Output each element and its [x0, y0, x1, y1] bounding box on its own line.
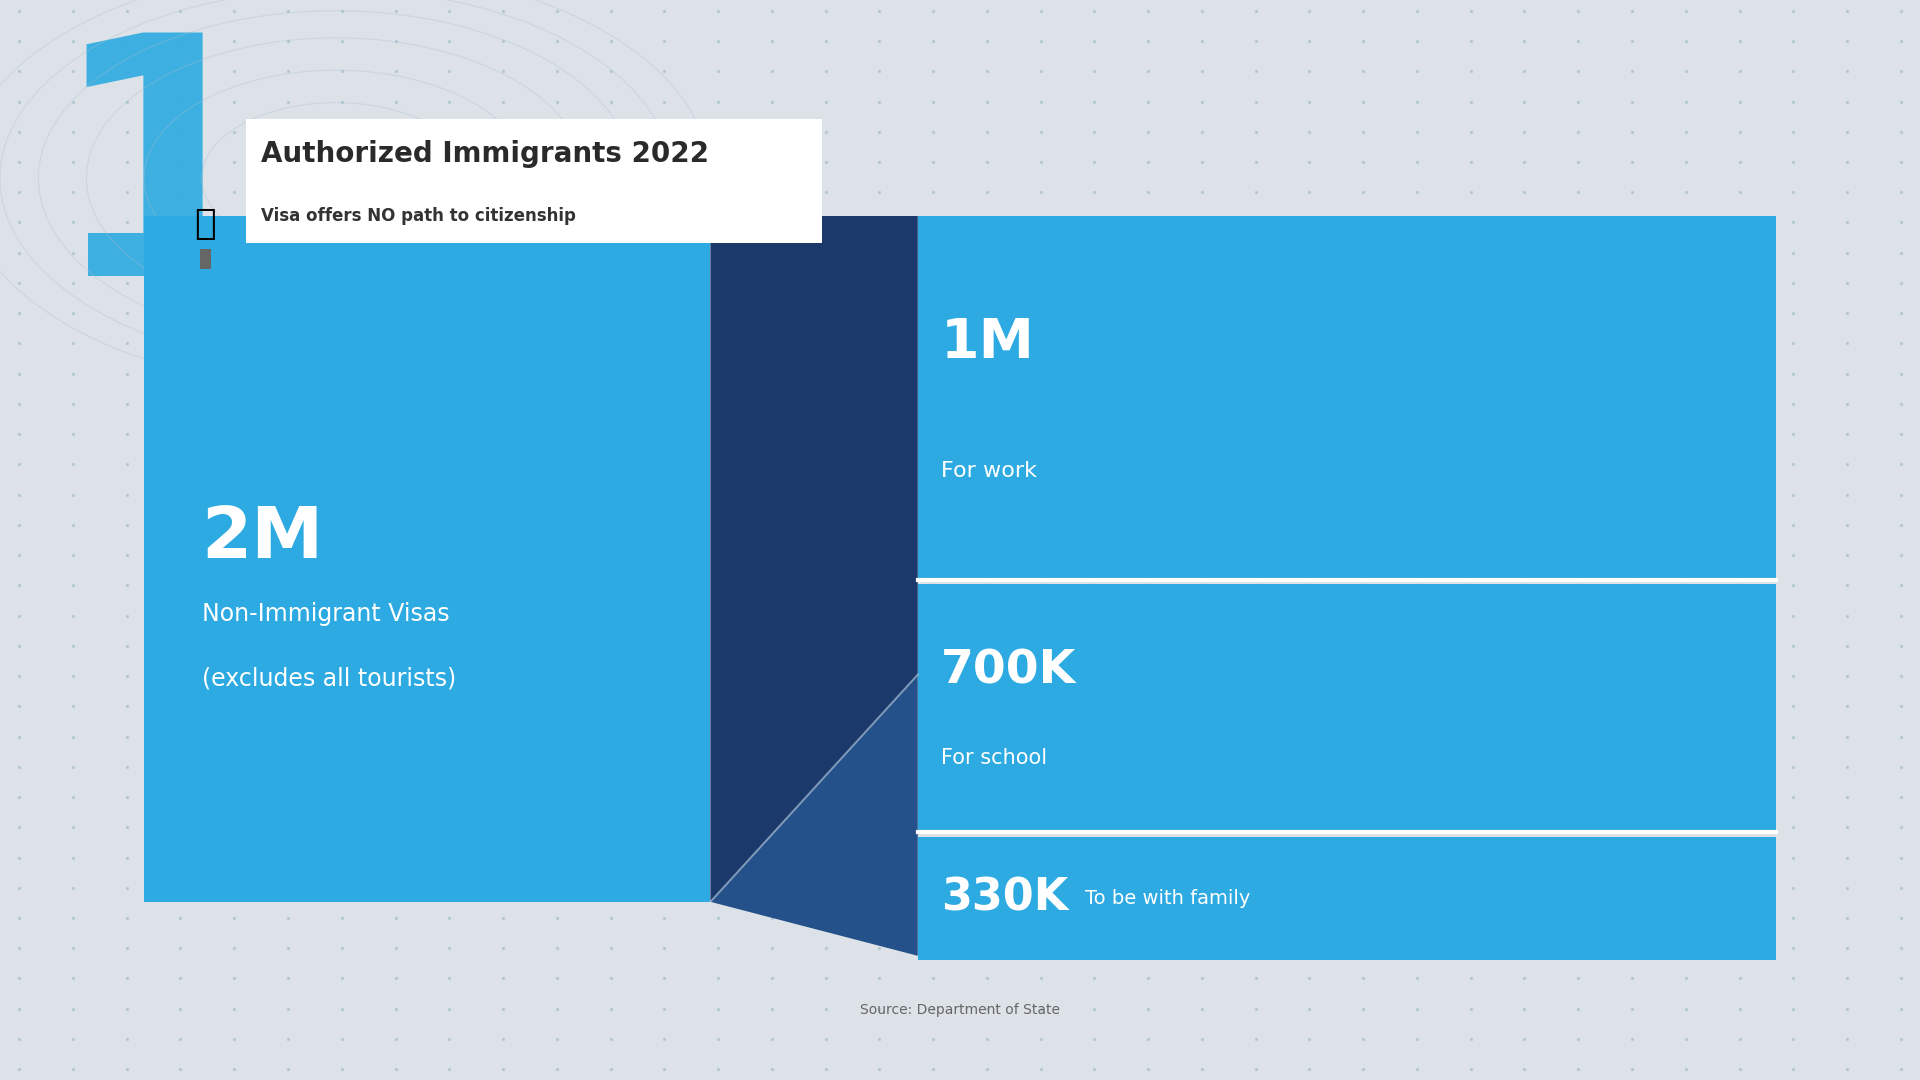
FancyBboxPatch shape [918, 837, 1776, 960]
FancyBboxPatch shape [144, 216, 710, 902]
Text: 2M: 2M [202, 503, 324, 572]
FancyBboxPatch shape [246, 119, 822, 243]
Polygon shape [710, 216, 918, 902]
FancyBboxPatch shape [918, 216, 1776, 580]
Text: 1M: 1M [941, 316, 1035, 370]
Polygon shape [710, 675, 918, 956]
Text: 🌐: 🌐 [194, 206, 217, 241]
Text: 700K: 700K [941, 649, 1075, 693]
FancyBboxPatch shape [918, 584, 1776, 833]
Text: Source: Department of State: Source: Department of State [860, 1003, 1060, 1016]
FancyBboxPatch shape [200, 249, 211, 269]
Text: (excludes all tourists): (excludes all tourists) [202, 666, 455, 690]
Text: 330K: 330K [941, 877, 1068, 920]
Text: For work: For work [941, 461, 1037, 481]
Text: 1: 1 [48, 22, 280, 345]
Text: Non-Immigrant Visas: Non-Immigrant Visas [202, 602, 449, 625]
Text: For school: For school [941, 747, 1046, 768]
Text: To be with family: To be with family [1085, 889, 1250, 908]
Text: Visa offers NO path to citizenship: Visa offers NO path to citizenship [261, 206, 576, 225]
Text: Authorized Immigrants 2022: Authorized Immigrants 2022 [261, 139, 708, 167]
